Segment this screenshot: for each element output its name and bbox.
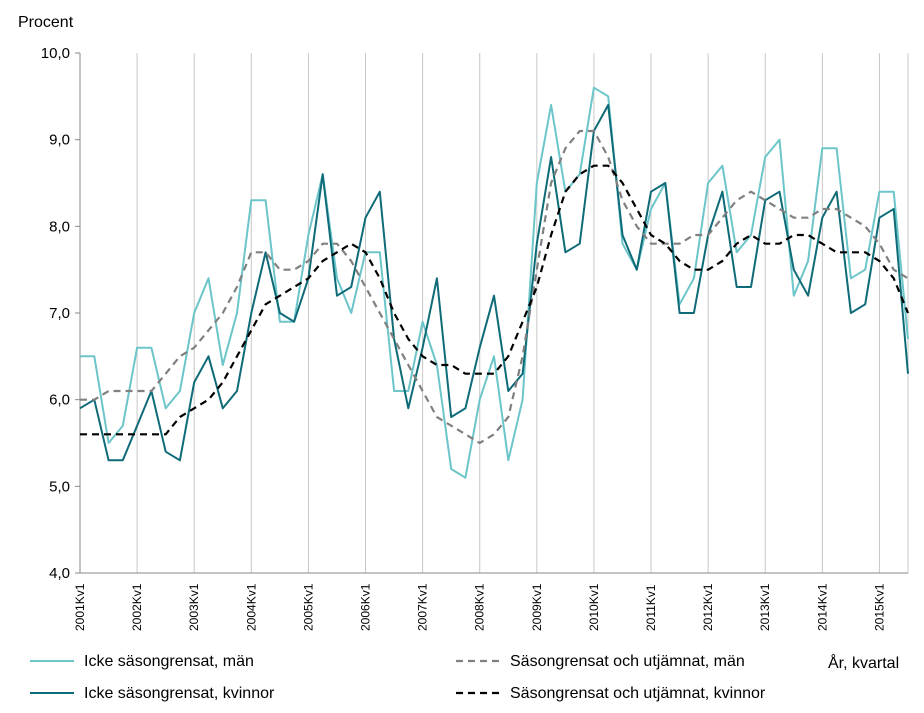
x-tick-label: 2009Kv1	[530, 583, 544, 631]
y-tick-label: 7,0	[49, 305, 70, 322]
x-tick-label: 2015Kv1	[872, 583, 886, 631]
x-tick-label: 2014Kv1	[815, 583, 829, 631]
series-line-1	[80, 86, 909, 479]
x-axis-label: År, kvartal	[828, 653, 899, 672]
axes	[75, 52, 908, 574]
x-tick-label: 2006Kv1	[359, 583, 373, 631]
x-tick-label: 2002Kv1	[130, 583, 144, 631]
legend-label: Icke säsongrensat, kvinnor	[84, 685, 275, 702]
x-tick-label: 2004Kv1	[244, 583, 258, 631]
legend-item-2: Icke säsongrensat, kvinnor	[30, 685, 275, 702]
legend: Icke säsongrensat, män Icke säsongrensat,…	[30, 653, 766, 702]
y-axis-label: Procent	[18, 14, 74, 31]
legend-label: Icke säsongrensat, män	[84, 653, 254, 670]
x-tick-label: 2013Kv1	[758, 583, 772, 631]
series-line-4	[80, 164, 910, 436]
legend-item-1: Icke säsongrensat, män	[30, 653, 254, 670]
series-lines	[79, 86, 910, 479]
x-tick-label: 2012Kv1	[701, 583, 715, 631]
y-tick-label: 6,0	[49, 392, 70, 409]
grid-lines	[79, 53, 909, 573]
y-tick-label: 4,0	[49, 565, 70, 582]
x-tick-label: 2003Kv1	[187, 583, 201, 631]
y-tick-label: 8,0	[49, 218, 70, 235]
x-tick-label: 2011Kv1	[644, 584, 658, 631]
x-tick-label: 2001Kv1	[73, 583, 87, 631]
y-tick-label: 9,0	[49, 132, 70, 149]
y-tick-labels: 4,0 5,0 6,0 7,0 8,0 9,0 10,0	[41, 45, 70, 582]
x-tick-label: 2008Kv1	[473, 583, 487, 631]
x-tick-label: 2010Kv1	[587, 583, 601, 631]
series-line-2	[79, 104, 909, 462]
legend-label: Säsongrensat och utjämnat, kvinnor	[510, 685, 766, 702]
legend-label: Säsongrensat och utjämnat, män	[510, 653, 745, 670]
y-tick-label: 10,0	[41, 45, 70, 62]
legend-item-4: Säsongrensat och utjämnat, kvinnor	[456, 685, 766, 702]
y-tick-label: 5,0	[49, 478, 70, 495]
x-tick-label: 2005Kv1	[301, 583, 315, 631]
x-tick-label: 2007Kv1	[416, 583, 430, 631]
series-line-3	[80, 129, 909, 445]
legend-item-3: Säsongrensat och utjämnat, män	[456, 653, 745, 670]
x-tick-labels: 2001Kv1 2002Kv1 2003Kv1 2004Kv1 2005Kv1 2006K…	[73, 583, 886, 631]
